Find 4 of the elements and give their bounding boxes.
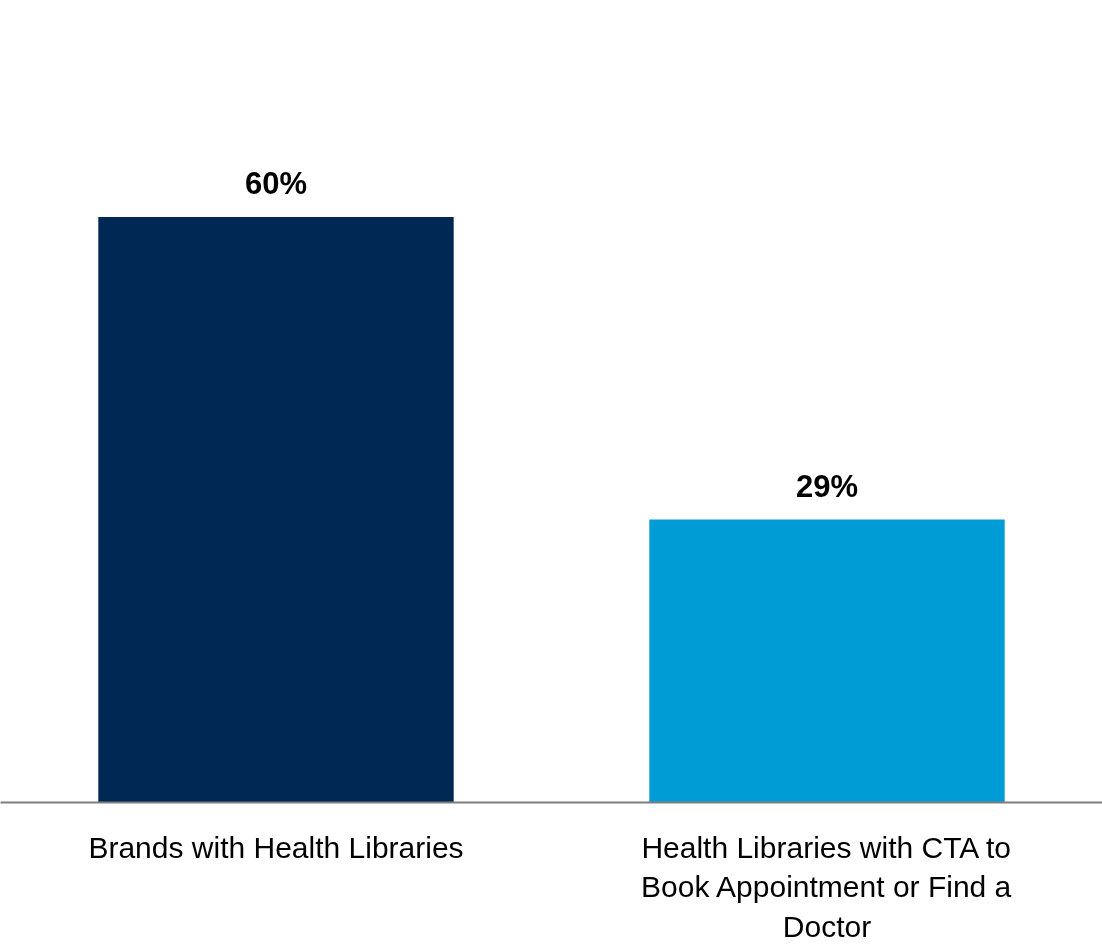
x-tick-label: Health Libraries with CTA to Book Appointment or Find a Doctor bbox=[641, 830, 1012, 943]
x-tick-label: Brands with Health Libraries bbox=[88, 830, 464, 864]
data-label: 29% bbox=[795, 468, 859, 504]
data-label: 60% bbox=[244, 166, 308, 202]
